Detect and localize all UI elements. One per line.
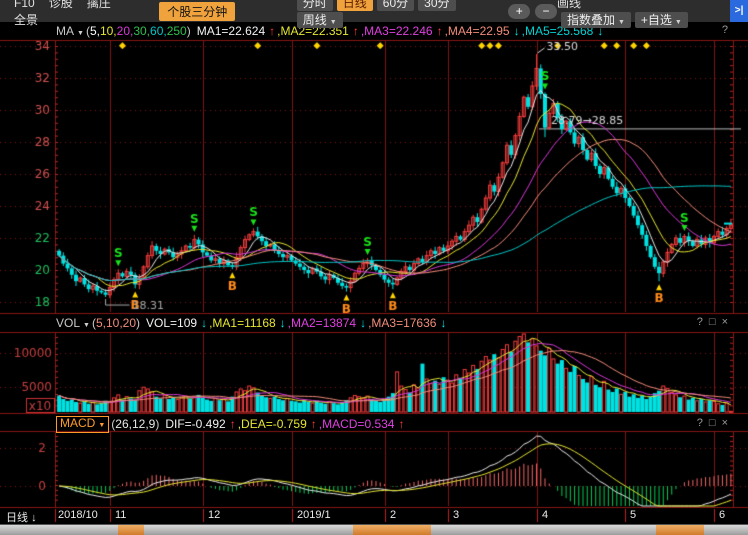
timeline-month-label: 6 xyxy=(719,509,726,521)
up-arrow-icon: ↑ xyxy=(310,417,317,431)
up-arrow-icon: ↑ xyxy=(398,417,405,431)
macd-indicator-dropdown[interactable]: MACD ▼ xyxy=(56,415,110,433)
period-button-60分[interactable]: 60分 xyxy=(376,0,415,11)
vol-window-icons[interactable]: ?□× xyxy=(697,316,734,328)
stock-3min-button[interactable]: 个股三分钟 xyxy=(159,1,236,21)
period-button-30分[interactable]: 30分 xyxy=(418,0,456,11)
period-label-dropdown[interactable]: 日线 ↓ xyxy=(6,512,37,524)
maximize-icon[interactable]: □ xyxy=(708,316,722,328)
indicator-param: 26, xyxy=(115,417,132,431)
toolbar-tab-擒庄[interactable]: 擒庄 xyxy=(86,0,111,10)
scrollbar-segment[interactable] xyxy=(118,525,144,535)
indicator-param: 30, xyxy=(133,24,151,38)
toolbar-tab-group: F10 诊股 擒庄全景 xyxy=(0,0,147,28)
volume-indicator-header: VOL ▼ (5,10,20) VOL=109 ↓ ,MA1=11168 ↓ ,MA2=1… xyxy=(56,315,448,331)
indicator-value: ,MA4=22.95 xyxy=(444,24,510,38)
main-help-icon[interactable]: ? xyxy=(721,24,734,36)
macd-window-icons[interactable]: ?□× xyxy=(697,417,734,429)
scrollbar-segment[interactable] xyxy=(656,525,704,535)
zoom-out-button[interactable]: − xyxy=(535,3,557,19)
down-arrow-icon: ↓ xyxy=(201,316,208,330)
indicator-value: VOL=109 xyxy=(146,316,198,330)
down-arrow-icon: ↓ xyxy=(360,316,367,330)
indicator-param: 10, xyxy=(99,24,117,38)
ma-indicator-dropdown[interactable]: MA ▼ xyxy=(56,24,84,38)
down-arrow-icon: ↓ xyxy=(279,316,286,330)
timeline-month-label: 4 xyxy=(542,509,549,521)
down-arrow-icon: ↓ xyxy=(513,24,520,38)
chevron-down-icon: ▼ xyxy=(674,19,682,26)
help-icon[interactable]: ? xyxy=(696,316,709,328)
chevron-down-icon: ▼ xyxy=(329,19,337,26)
indicator-value: ,DEA=-0.759 xyxy=(237,417,307,431)
timeline-month-label: 2 xyxy=(390,509,397,521)
ma-params: (5,10,20,30,60,250) xyxy=(85,24,191,38)
timeline-month-label: 11 xyxy=(115,509,127,521)
help-icon[interactable]: ? xyxy=(696,417,709,429)
period-button-分时[interactable]: 分时 xyxy=(296,0,333,11)
zoom-in-button[interactable]: + xyxy=(508,3,531,19)
period-button-group: 分时 日线 60分 30分周线 ▼ xyxy=(293,0,504,28)
indicator-param: 12, xyxy=(131,417,149,431)
toolbar-tab-全景[interactable]: 全景 xyxy=(14,13,39,27)
indicator-param: 5, xyxy=(95,316,106,330)
macd-indicator-header: MACD ▼ (26,12,9) DIF=-0.492 ↑ ,DEA=-0.759 ↑,… xyxy=(56,415,406,433)
main-indicator-header: MA ▼ (5,10,20,30,60,250) MA1=22.624 ↑ ,MA2=… xyxy=(56,23,605,39)
chevron-down-icon: ▼ xyxy=(617,19,625,26)
indicator-value: DIF=-0.492 xyxy=(165,417,226,431)
up-arrow-icon: ↑ xyxy=(436,24,443,38)
macd-params: (26,12,9) xyxy=(111,417,160,431)
up-arrow-icon: ↑ xyxy=(352,24,359,38)
timeline-month-label: 2019/1 xyxy=(297,509,331,521)
indicator-value: ,MACD=0.534 xyxy=(318,417,395,431)
period-button-周线[interactable]: 周线 ▼ xyxy=(296,12,343,28)
up-arrow-icon: ↑ xyxy=(229,417,236,431)
macd-values: DIF=-0.492 ↑ ,DEA=-0.759 ↑ ,MACD=0.534 ↑ xyxy=(165,417,406,431)
chart-scrollbar[interactable] xyxy=(0,524,748,535)
indicator-param: 20 xyxy=(122,316,137,330)
chevron-down-icon: ▼ xyxy=(98,421,106,429)
up-arrow-icon: ↑ xyxy=(269,24,276,38)
maximize-icon[interactable]: □ xyxy=(708,417,722,429)
indicator-param: 20, xyxy=(116,24,134,38)
indicator-param: 250 xyxy=(166,24,187,38)
toolbar-action-画线[interactable]: 画线 xyxy=(556,0,581,10)
expand-panel-icon[interactable]: >| xyxy=(730,0,748,22)
timeline-axis: 日线 ↓ 2018/10 11 12 2019/1 2 3 4 5 6 xyxy=(0,508,748,524)
chevron-down-icon: ▼ xyxy=(83,322,90,329)
period-button-日线[interactable]: 日线 xyxy=(336,0,373,11)
indicator-value: ,MA2=13874 xyxy=(287,316,357,330)
timeline-month-label: 2018/10 xyxy=(58,509,98,521)
timeline-month-label: 3 xyxy=(453,509,460,521)
indicator-value: MA1=22.624 xyxy=(196,24,266,38)
toolbar-dropdown-+自选[interactable]: +自选 ▼ xyxy=(634,12,688,28)
indicator-param: 5, xyxy=(89,24,100,38)
chevron-down-icon: ▼ xyxy=(77,30,84,37)
indicator-param: 9 xyxy=(148,417,156,431)
close-icon[interactable]: × xyxy=(721,316,734,328)
toolbar-right-group: 画线指数叠加 ▼ +自选 ▼ >| xyxy=(557,0,748,28)
indicator-param: 10, xyxy=(105,316,123,330)
close-icon[interactable]: × xyxy=(721,417,734,429)
timeline-month-label: 5 xyxy=(630,509,637,521)
vol-values: VOL=109 ↓ ,MA1=11168 ↓ ,MA2=13874 ↓ ,MA3=17636… xyxy=(146,316,448,330)
toolbar-tab-F10[interactable]: F10 xyxy=(14,0,35,10)
vol-indicator-dropdown[interactable]: VOL ▼ xyxy=(56,316,90,330)
timeline-month-label: 12 xyxy=(208,509,221,521)
top-toolbar: F10 诊股 擒庄全景 个股三分钟 分时 日线 60分 30分周线 ▼ + − 画线指数叠加… xyxy=(0,0,748,28)
vol-params: (5,10,20) xyxy=(91,316,141,330)
toolbar-dropdown-指数叠加[interactable]: 指数叠加 ▼ xyxy=(560,12,631,28)
toolbar-tab-诊股[interactable]: 诊股 xyxy=(48,0,73,10)
indicator-param: 60, xyxy=(150,24,167,38)
indicator-value: ,MA1=11168 xyxy=(209,316,276,330)
down-arrow-icon: ↓ xyxy=(31,512,37,524)
scrollbar-segment[interactable] xyxy=(353,525,431,535)
indicator-value: ,MA3=17636 xyxy=(368,316,437,330)
down-arrow-icon: ↓ xyxy=(597,24,604,38)
indicator-value: ,MA3=22.246 xyxy=(360,24,433,38)
down-arrow-icon: ↓ xyxy=(440,316,447,330)
